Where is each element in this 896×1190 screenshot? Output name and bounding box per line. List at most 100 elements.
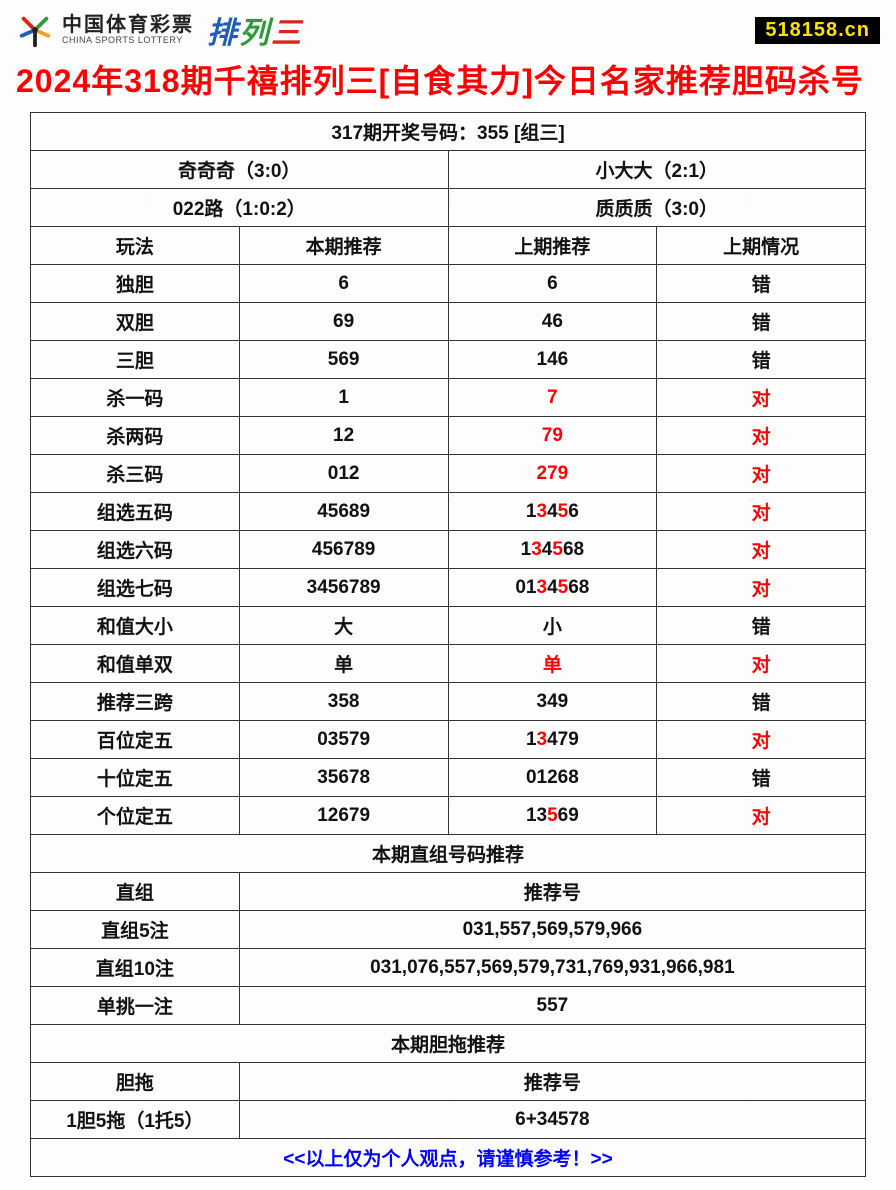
result-status: 对 [657,721,866,759]
dantuo-name: 1胆5拖（1托5） [31,1101,240,1139]
info-prime: 质质质（3:0） [448,189,866,227]
section2-col-right: 推荐号 [239,873,865,911]
lottery-table: 317期开奖号码：355 [组三] 奇奇奇（3:0） 小大大（2:1） 022路… [30,112,866,1177]
play-name: 三胆 [31,341,240,379]
footer-note: <<以上仅为个人观点，请谨慎参考！>> [31,1139,866,1177]
previous-pick: 349 [448,683,657,721]
play-name: 十位定五 [31,759,240,797]
previous-pick: 01268 [448,759,657,797]
info-big-small: 小大大（2:1） [448,151,866,189]
section2-col-left: 直组 [31,873,240,911]
previous-pick: 13456 [448,493,657,531]
table-row: 百位定五0357913479对 [31,721,866,759]
table-row: 三胆569146错 [31,341,866,379]
section3-col-right: 推荐号 [239,1063,865,1101]
table-row: 杀两码1279对 [31,417,866,455]
current-pick: 456789 [239,531,448,569]
table-row: 双胆6946错 [31,303,866,341]
table-row: 和值单双单单对 [31,645,866,683]
result-status: 对 [657,797,866,835]
table-row: 个位定五1267913569对 [31,797,866,835]
current-pick: 358 [239,683,448,721]
play-name: 组选五码 [31,493,240,531]
page-header: 中国体育彩票 CHINA SPORTS LOTTERY 排 列 三 518158… [0,0,896,52]
play-name: 独胆 [31,265,240,303]
play-name: 和值大小 [31,607,240,645]
paisan-logo: 排 列 三 [206,8,302,52]
lottery-logo: 中国体育彩票 CHINA SPORTS LOTTERY 排 列 三 [16,8,302,52]
table-row: 1胆5拖（1托5）6+34578 [31,1101,866,1139]
draw-header: 317期开奖号码：355 [组三] [31,113,866,151]
play-name: 百位定五 [31,721,240,759]
current-pick: 012 [239,455,448,493]
result-status: 对 [657,493,866,531]
result-status: 错 [657,607,866,645]
play-name: 和值单双 [31,645,240,683]
table-row: 杀三码012279对 [31,455,866,493]
table-row: 直组10注031,076,557,569,579,731,769,931,966… [31,949,866,987]
current-pick: 单 [239,645,448,683]
section3-header: 本期胆拖推荐 [31,1025,866,1063]
previous-pick: 7 [448,379,657,417]
table-row: 组选六码456789134568对 [31,531,866,569]
play-name: 组选六码 [31,531,240,569]
result-status: 对 [657,645,866,683]
combo-value: 031,076,557,569,579,731,769,931,966,981 [239,949,865,987]
table-row: 独胆66错 [31,265,866,303]
logo-text-en: CHINA SPORTS LOTTERY [62,35,194,46]
current-pick: 03579 [239,721,448,759]
play-name: 推荐三跨 [31,683,240,721]
lottery-logo-icon [16,11,54,49]
play-name: 双胆 [31,303,240,341]
current-pick: 12 [239,417,448,455]
current-pick: 大 [239,607,448,645]
section2-header: 本期直组号码推荐 [31,835,866,873]
table-row: 推荐三跨358349错 [31,683,866,721]
col-playtype: 玩法 [31,227,240,265]
result-status: 错 [657,759,866,797]
previous-pick: 13569 [448,797,657,835]
current-pick: 45689 [239,493,448,531]
play-name: 杀三码 [31,455,240,493]
col-result: 上期情况 [657,227,866,265]
combo-name: 直组10注 [31,949,240,987]
info-route: 022路（1:0:2） [31,189,449,227]
previous-pick: 单 [448,645,657,683]
combo-name: 直组5注 [31,911,240,949]
table-row: 组选七码34567890134568对 [31,569,866,607]
table-row: 和值大小大小错 [31,607,866,645]
table-row: 十位定五3567801268错 [31,759,866,797]
current-pick: 6 [239,265,448,303]
result-status: 对 [657,455,866,493]
current-pick: 12679 [239,797,448,835]
previous-pick: 小 [448,607,657,645]
previous-pick: 0134568 [448,569,657,607]
previous-pick: 146 [448,341,657,379]
result-status: 对 [657,417,866,455]
previous-pick: 79 [448,417,657,455]
table-row: 组选五码4568913456对 [31,493,866,531]
result-status: 对 [657,379,866,417]
site-badge: 518158.cn [755,17,880,44]
play-name: 个位定五 [31,797,240,835]
main-title: 2024年318期千禧排列三[自食其力]今日名家推荐胆码杀号 [0,52,896,112]
result-status: 错 [657,303,866,341]
current-pick: 35678 [239,759,448,797]
section3-col-left: 胆拖 [31,1063,240,1101]
current-pick: 569 [239,341,448,379]
previous-pick: 134568 [448,531,657,569]
play-name: 杀两码 [31,417,240,455]
combo-value: 557 [239,987,865,1025]
play-name: 组选七码 [31,569,240,607]
previous-pick: 279 [448,455,657,493]
result-status: 错 [657,265,866,303]
play-name: 杀一码 [31,379,240,417]
previous-pick: 46 [448,303,657,341]
current-pick: 1 [239,379,448,417]
info-odd-even: 奇奇奇（3:0） [31,151,449,189]
col-previous: 上期推荐 [448,227,657,265]
result-status: 对 [657,569,866,607]
col-current: 本期推荐 [239,227,448,265]
table-row: 直组5注031,557,569,579,966 [31,911,866,949]
current-pick: 3456789 [239,569,448,607]
